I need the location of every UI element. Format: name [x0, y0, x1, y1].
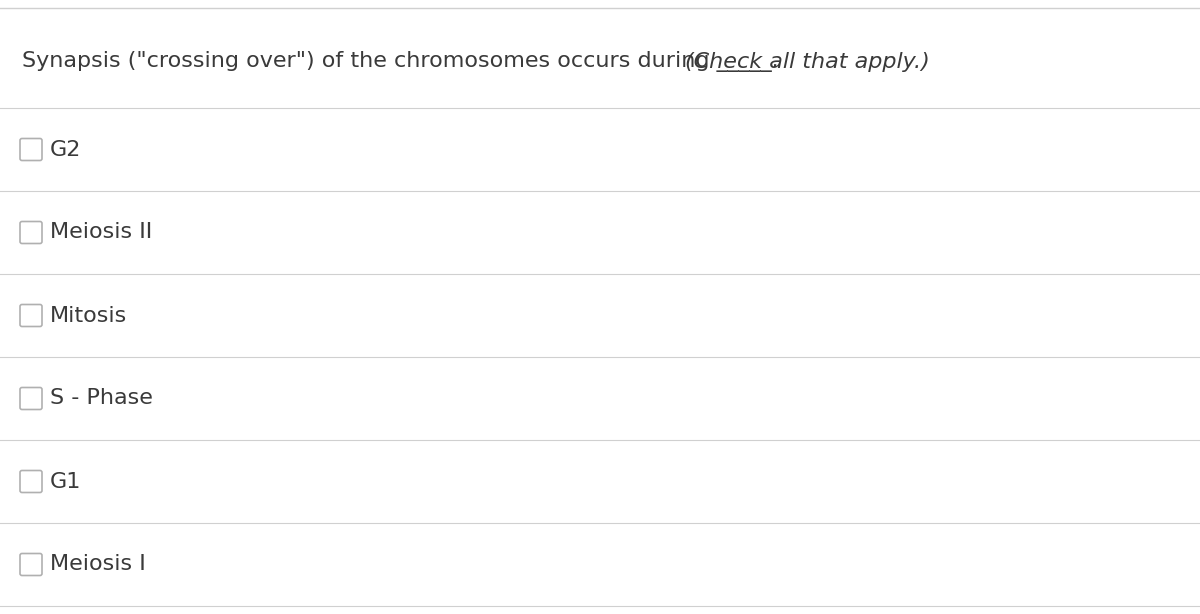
- Text: Meiosis II: Meiosis II: [50, 222, 152, 243]
- FancyBboxPatch shape: [20, 553, 42, 575]
- FancyBboxPatch shape: [20, 470, 42, 492]
- FancyBboxPatch shape: [20, 222, 42, 244]
- Text: (Check all that apply.): (Check all that apply.): [685, 52, 930, 72]
- Text: G2: G2: [50, 139, 82, 160]
- FancyBboxPatch shape: [20, 305, 42, 327]
- Text: S - Phase: S - Phase: [50, 389, 152, 408]
- Text: Meiosis I: Meiosis I: [50, 554, 145, 575]
- FancyBboxPatch shape: [20, 387, 42, 410]
- FancyBboxPatch shape: [20, 139, 42, 160]
- Text: G1: G1: [50, 472, 82, 491]
- Text: Synapsis ("crossing over") of the chromosomes occurs during _____.: Synapsis ("crossing over") of the chromo…: [22, 52, 793, 72]
- Text: Mitosis: Mitosis: [50, 306, 127, 325]
